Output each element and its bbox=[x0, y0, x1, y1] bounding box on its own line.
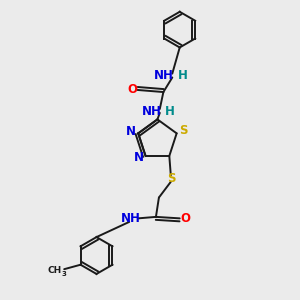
Text: N: N bbox=[126, 125, 136, 138]
Text: NH: NH bbox=[154, 69, 174, 82]
Text: O: O bbox=[181, 212, 191, 225]
Text: S: S bbox=[179, 124, 188, 137]
Text: N: N bbox=[134, 151, 143, 164]
Text: O: O bbox=[127, 83, 137, 97]
Text: CH: CH bbox=[48, 266, 62, 275]
Text: H: H bbox=[178, 69, 188, 82]
Text: S: S bbox=[167, 172, 176, 185]
Text: NH: NH bbox=[121, 212, 141, 225]
Text: 3: 3 bbox=[62, 271, 67, 277]
Text: NH: NH bbox=[142, 105, 162, 118]
Text: H: H bbox=[165, 105, 175, 118]
